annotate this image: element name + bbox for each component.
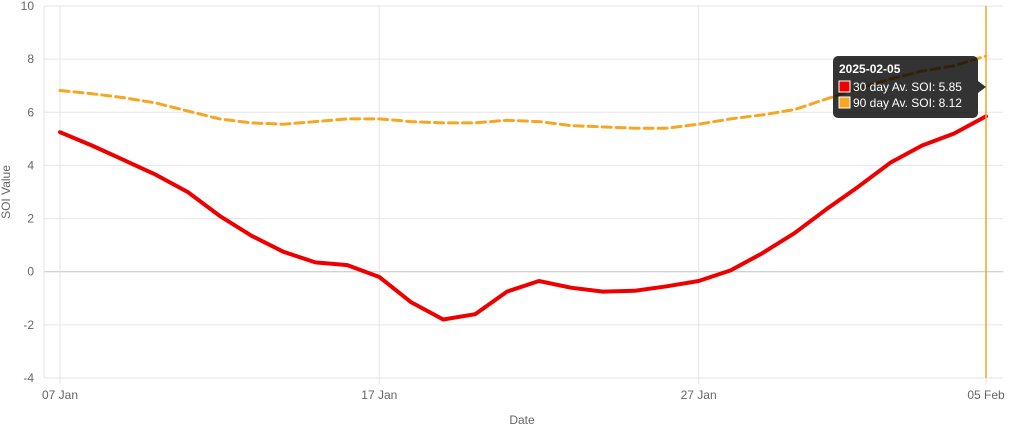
y-axis-title: SOI Value bbox=[0, 165, 13, 219]
series-point-30day bbox=[218, 214, 222, 218]
y-tick-label: 10 bbox=[21, 0, 35, 13]
series-point-30day bbox=[952, 132, 956, 136]
series-point-30day bbox=[186, 190, 190, 194]
tooltip-title: 2025-02-05 bbox=[839, 62, 901, 76]
series-point-30day bbox=[729, 268, 733, 272]
series-point-30day bbox=[665, 284, 669, 288]
tooltip-row-90day: 90 day Av. SOI: 8.12 bbox=[853, 96, 962, 110]
tooltip: 2025-02-05 30 day Av. SOI: 5.85 90 day A… bbox=[833, 56, 986, 118]
x-tick-label: 27 Jan bbox=[681, 388, 717, 402]
series-point-30day bbox=[569, 286, 573, 290]
series-point-30day bbox=[154, 173, 158, 177]
tooltip-box bbox=[833, 56, 978, 118]
y-tick-label: -2 bbox=[23, 318, 34, 332]
x-tick-label: 17 Jan bbox=[361, 388, 397, 402]
series-point-30day bbox=[888, 161, 892, 165]
series-point-30day bbox=[856, 185, 860, 189]
series-point-30day bbox=[792, 231, 796, 235]
series-point-30day bbox=[313, 260, 317, 264]
series-point-30day bbox=[58, 130, 62, 134]
y-tick-label: 6 bbox=[27, 105, 34, 119]
y-tick-label: 4 bbox=[27, 158, 34, 172]
x-tick-label: 07 Jan bbox=[42, 388, 78, 402]
series-point-30day bbox=[601, 290, 605, 294]
series-point-30day bbox=[250, 234, 254, 238]
series-point-30day bbox=[377, 275, 381, 279]
tooltip-caret bbox=[978, 81, 986, 93]
series-point-30day bbox=[505, 290, 509, 294]
series-point-30day bbox=[282, 250, 286, 254]
series-point-30day bbox=[633, 289, 637, 293]
series-point-30day bbox=[920, 144, 924, 147]
tooltip-swatch-30day bbox=[838, 80, 851, 93]
y-tick-label: 2 bbox=[27, 212, 34, 226]
series-layer bbox=[58, 54, 988, 322]
y-tick-label: 0 bbox=[27, 265, 34, 279]
y-tick-label: -4 bbox=[23, 371, 34, 385]
series-point-30day bbox=[122, 158, 126, 162]
series-point-30day bbox=[697, 279, 701, 283]
x-axis-title: Date bbox=[509, 413, 535, 427]
series-point-30day bbox=[537, 279, 541, 283]
y-tick-label: 8 bbox=[27, 52, 34, 66]
tooltip-swatch-90day bbox=[838, 96, 851, 109]
axes: -4 -2 0 2 4 6 8 10 07 Jan 17 Jan 27 Jan 05 Feb bbox=[21, 0, 1005, 402]
series-point-30day bbox=[345, 263, 349, 267]
series-point-30day bbox=[90, 144, 94, 147]
tooltip-row-30day: 30 day Av. SOI: 5.85 bbox=[853, 80, 962, 94]
series-point-30day bbox=[824, 207, 828, 211]
series-point-30day bbox=[409, 300, 413, 304]
series-line-30day bbox=[58, 114, 988, 322]
series-point-30day bbox=[441, 318, 445, 322]
x-tick-label: 05 Feb bbox=[967, 388, 1005, 402]
series-line-90day bbox=[58, 54, 988, 130]
series-point-30day bbox=[760, 251, 764, 255]
series-point-30day bbox=[473, 312, 477, 316]
